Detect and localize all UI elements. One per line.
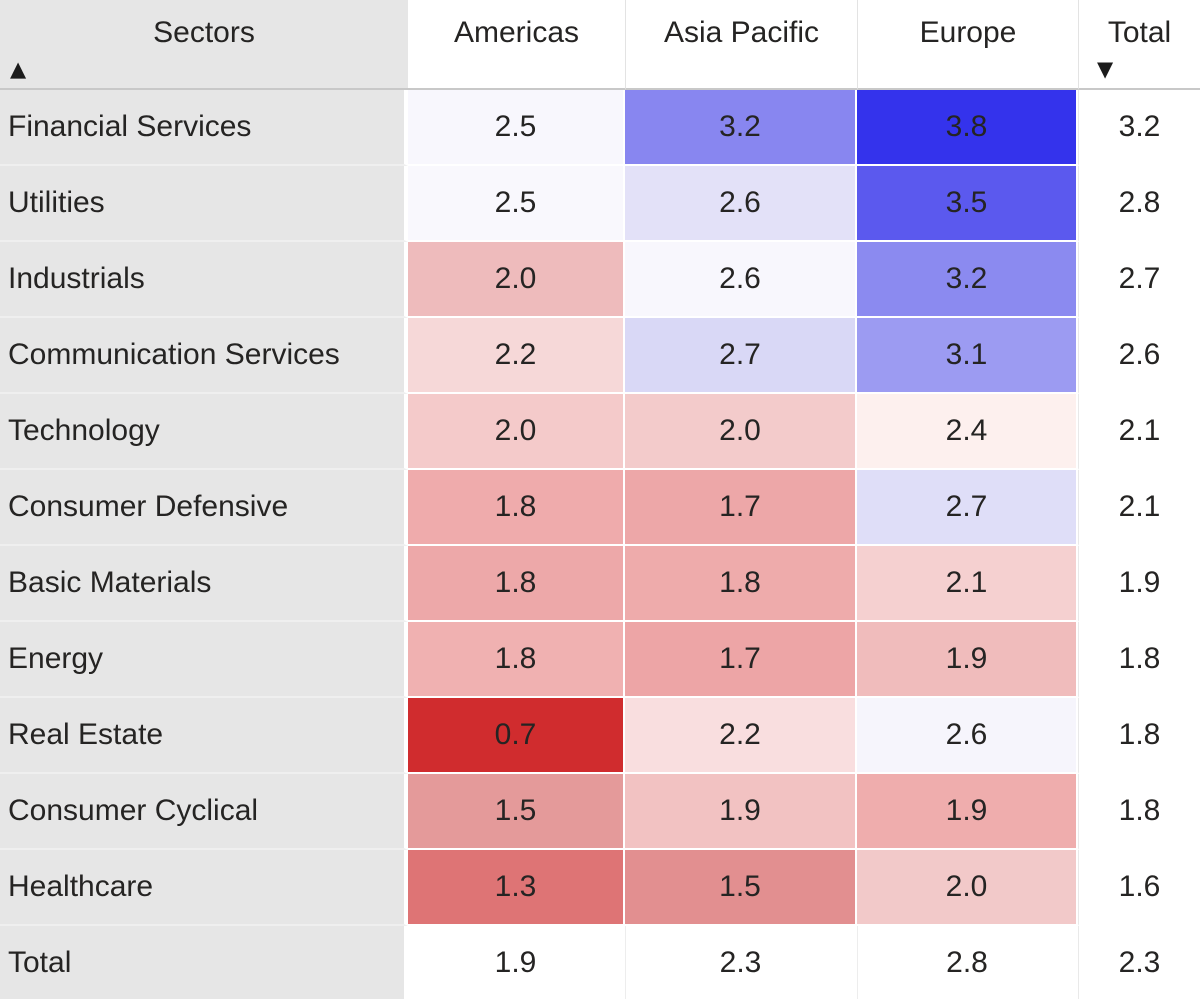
value-cell[interactable]: 2.0 xyxy=(857,850,1078,926)
americas-header-label: Americas xyxy=(453,16,580,49)
total-value-cell[interactable]: 2.1 xyxy=(1078,394,1200,470)
column-header-europe[interactable]: Europe xyxy=(857,0,1078,90)
value-cell[interactable]: 1.9 xyxy=(857,622,1078,698)
value-cell[interactable]: 1.8 xyxy=(625,546,857,622)
total-value-cell[interactable]: 1.8 xyxy=(1078,698,1200,774)
row-label-real-estate[interactable]: Real Estate xyxy=(0,698,408,774)
row-label-energy[interactable]: Energy xyxy=(0,622,408,698)
row-label-basic-materials[interactable]: Basic Materials xyxy=(0,546,408,622)
total-value-cell[interactable]: 2.1 xyxy=(1078,470,1200,546)
value-cell[interactable]: 1.8 xyxy=(408,622,625,698)
value-cell[interactable]: 1.3 xyxy=(408,850,625,926)
total-value-cell[interactable]: 2.6 xyxy=(1078,318,1200,394)
row-label-healthcare[interactable]: Healthcare xyxy=(0,850,408,926)
value-cell[interactable]: 2.4 xyxy=(857,394,1078,470)
row-label-financial-services[interactable]: Financial Services xyxy=(0,90,408,166)
total-value-cell[interactable]: 3.2 xyxy=(1078,90,1200,166)
value-cell[interactable]: 2.2 xyxy=(625,698,857,774)
value-cell[interactable]: 3.1 xyxy=(857,318,1078,394)
value-cell[interactable]: 0.7 xyxy=(408,698,625,774)
row-label-utilities[interactable]: Utilities xyxy=(0,166,408,242)
value-cell[interactable]: 3.2 xyxy=(857,242,1078,318)
total-value-cell[interactable]: 1.8 xyxy=(1078,622,1200,698)
grand-total-value-cell[interactable]: 2.3 xyxy=(1078,926,1200,999)
value-cell[interactable]: 1.8 xyxy=(408,470,625,546)
value-cell[interactable]: 1.8 xyxy=(408,546,625,622)
value-cell[interactable]: 2.7 xyxy=(857,470,1078,546)
grand-total-value-cell[interactable]: 1.9 xyxy=(408,926,625,999)
value-cell[interactable]: 3.2 xyxy=(625,90,857,166)
value-cell[interactable]: 2.0 xyxy=(625,394,857,470)
value-cell[interactable]: 1.9 xyxy=(625,774,857,850)
row-label-consumer-cyclical[interactable]: Consumer Cyclical xyxy=(0,774,408,850)
total-value-cell[interactable]: 1.6 xyxy=(1078,850,1200,926)
value-cell[interactable]: 2.2 xyxy=(408,318,625,394)
value-cell[interactable]: 2.7 xyxy=(625,318,857,394)
value-cell[interactable]: 2.1 xyxy=(857,546,1078,622)
row-label-communication-services[interactable]: Communication Services xyxy=(0,318,408,394)
total-value-cell[interactable]: 1.8 xyxy=(1078,774,1200,850)
row-label-consumer-defensive[interactable]: Consumer Defensive xyxy=(0,470,408,546)
sectors-header-label: Sectors xyxy=(153,16,255,49)
total-value-cell[interactable]: 1.9 xyxy=(1078,546,1200,622)
grand-total-value-cell[interactable]: 2.3 xyxy=(625,926,857,999)
value-cell[interactable]: 2.6 xyxy=(625,166,857,242)
row-label-technology[interactable]: Technology xyxy=(0,394,408,470)
value-cell[interactable]: 3.5 xyxy=(857,166,1078,242)
total-header-label: Total xyxy=(1107,16,1172,49)
column-header-sectors[interactable]: Sectors ▲ xyxy=(0,0,408,90)
value-cell[interactable]: 2.0 xyxy=(408,394,625,470)
column-header-asia-pacific[interactable]: Asia Pacific xyxy=(625,0,857,90)
asia-pacific-header-label: Asia Pacific xyxy=(663,16,820,49)
total-value-cell[interactable]: 2.8 xyxy=(1078,166,1200,242)
value-cell[interactable]: 2.6 xyxy=(857,698,1078,774)
sort-ascending-icon: ▲ xyxy=(10,57,27,81)
total-value-cell[interactable]: 2.7 xyxy=(1078,242,1200,318)
row-label-industrials[interactable]: Industrials xyxy=(0,242,408,318)
value-cell[interactable]: 2.5 xyxy=(408,90,625,166)
value-cell[interactable]: 1.5 xyxy=(408,774,625,850)
value-cell[interactable]: 1.7 xyxy=(625,470,857,546)
row-label-grand-total[interactable]: Total xyxy=(0,926,408,999)
europe-header-label: Europe xyxy=(919,16,1017,49)
column-header-americas[interactable]: Americas xyxy=(408,0,625,90)
value-cell[interactable]: 1.5 xyxy=(625,850,857,926)
grand-total-value-cell[interactable]: 2.8 xyxy=(857,926,1078,999)
value-cell[interactable]: 2.6 xyxy=(625,242,857,318)
sort-descending-icon: ▼ xyxy=(1097,57,1114,81)
column-header-total[interactable]: Total ▼ xyxy=(1078,0,1200,90)
value-cell[interactable]: 1.7 xyxy=(625,622,857,698)
value-cell[interactable]: 1.9 xyxy=(857,774,1078,850)
value-cell[interactable]: 3.8 xyxy=(857,90,1078,166)
value-cell[interactable]: 2.0 xyxy=(408,242,625,318)
value-cell[interactable]: 2.5 xyxy=(408,166,625,242)
